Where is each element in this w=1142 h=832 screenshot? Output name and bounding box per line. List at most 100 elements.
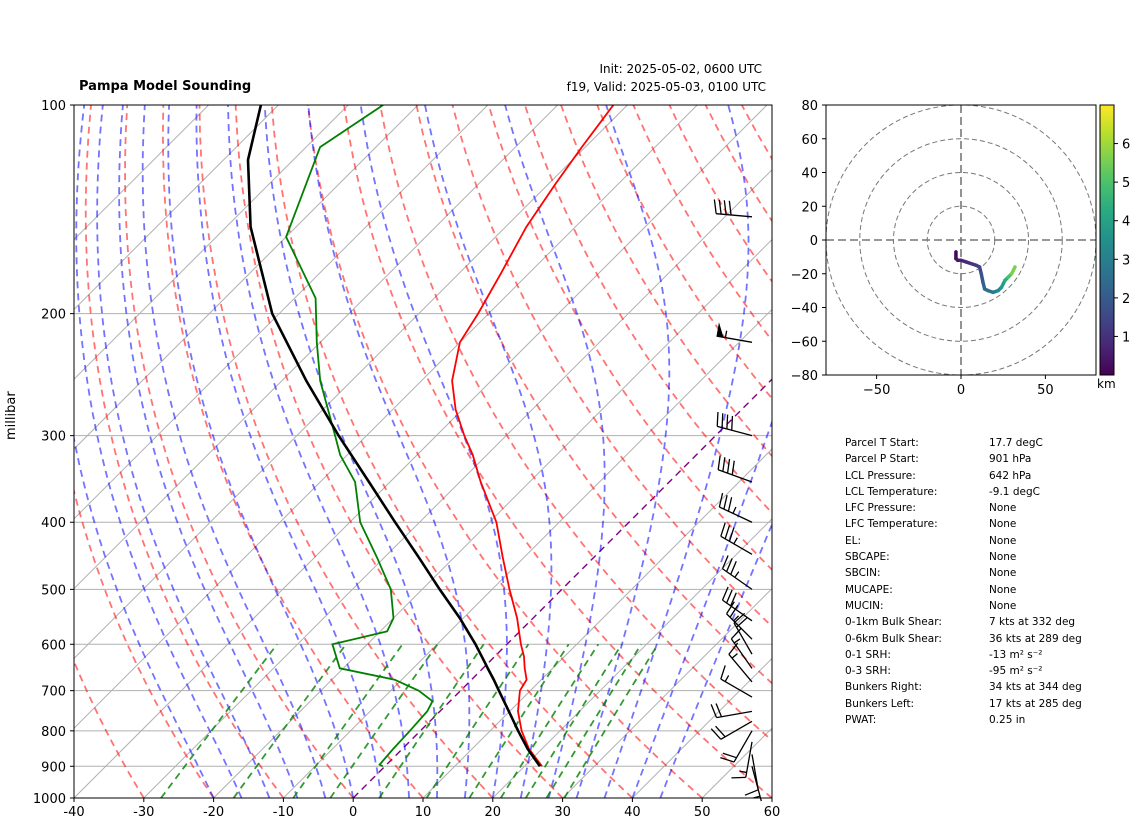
height-colorbar xyxy=(1099,104,1115,376)
mixing-ratio-line xyxy=(232,643,347,798)
wind-barb-flag xyxy=(716,411,719,427)
isotherm xyxy=(283,308,772,798)
parameter-value: -13 m² s⁻² xyxy=(989,648,1043,661)
wind-barb-flag xyxy=(726,458,731,474)
dry-adiabat xyxy=(560,105,772,458)
parameter-label: 0-1km Bulk Shear: xyxy=(845,616,942,629)
dewpoint-profile xyxy=(285,105,434,768)
mixing-ratio-line xyxy=(378,643,485,798)
parameter-label: LCL Temperature: xyxy=(845,485,938,498)
wind-barb-flag xyxy=(710,728,722,740)
mixing-ratio-line xyxy=(500,643,600,798)
wind-barb xyxy=(721,555,753,590)
hodograph-area xyxy=(826,105,1096,375)
wind-barb-half-flag xyxy=(733,615,740,622)
isotherm xyxy=(74,105,628,660)
wind-barb xyxy=(720,665,753,698)
wind-barb-pennant xyxy=(716,322,724,338)
wind-barb-flag xyxy=(721,413,724,428)
x-tick-label: 10 xyxy=(415,805,432,820)
dry-adiabat xyxy=(668,105,772,284)
isotherm xyxy=(74,105,489,520)
parameter-value: 36 kts at 289 deg xyxy=(989,632,1082,645)
parameter-label: 0-1 SRH: xyxy=(845,648,891,661)
isotherm xyxy=(74,105,209,241)
wind-barb-flag xyxy=(731,460,735,475)
wind-barb-flag xyxy=(710,704,718,718)
wind-barb-flag xyxy=(728,200,732,216)
wind-barb-shaft xyxy=(717,425,753,437)
x-tick-label: -20 xyxy=(203,805,224,820)
hodograph-x-tick-label: −50 xyxy=(863,383,890,398)
wind-barb-shaft xyxy=(720,720,753,740)
colorbar-tick-label: 4 xyxy=(1122,215,1130,230)
dry-adiabat xyxy=(307,105,703,798)
parameter-label: SBCAPE: xyxy=(845,551,890,564)
wind-barb-half-flag xyxy=(733,537,738,545)
wind-barb xyxy=(744,754,759,796)
dry-adiabat xyxy=(850,105,1142,798)
y-tick-label: 700 xyxy=(41,685,66,700)
colorbar-tick-label: 1 xyxy=(1122,330,1130,345)
valid-time-label: f19, Valid: 2025-05-03, 0100 UTC xyxy=(566,80,766,94)
parameter-label: MUCIN: xyxy=(845,599,884,612)
wind-barb xyxy=(725,601,753,640)
moist-adiabat xyxy=(75,105,243,798)
y-tick-label: 200 xyxy=(41,308,66,323)
isotherm xyxy=(632,657,772,798)
parameter-value: -9.1 degC xyxy=(989,485,1040,498)
mixing-ratio-line xyxy=(525,643,623,798)
colorbar-tick-label: 5 xyxy=(1122,176,1130,191)
chart-title: Pampa Model Sounding xyxy=(79,79,252,94)
wind-barb xyxy=(717,455,753,483)
parameter-value: -95 m² s⁻² xyxy=(989,665,1043,678)
temperature-profile xyxy=(451,105,615,767)
y-tick-label: 800 xyxy=(41,725,66,740)
parameter-value: 34 kts at 344 deg xyxy=(989,681,1082,694)
wind-barb-flag xyxy=(723,495,728,510)
wind-barb-half-flag xyxy=(724,675,730,682)
wind-barb-flag xyxy=(744,789,759,796)
wind-barb-flag xyxy=(715,703,723,718)
wind-barb-shaft xyxy=(720,535,753,555)
parameter-value: None xyxy=(989,567,1017,580)
parameter-value: None xyxy=(989,551,1017,564)
wind-barb-shaft xyxy=(716,335,753,343)
isotherm xyxy=(771,797,772,798)
parameter-label: Parcel T Start: xyxy=(845,437,919,449)
wind-barb-flag xyxy=(713,199,717,214)
wind-barb-flag xyxy=(731,415,734,431)
wind-barb-flag xyxy=(723,200,727,215)
init-time-label: Init: 2025-05-02, 0600 UTC xyxy=(599,62,762,76)
dry-adiabat xyxy=(198,105,494,798)
isotherm xyxy=(143,169,772,798)
y-tick-label: 100 xyxy=(41,99,66,114)
mixing-ratio-line xyxy=(160,643,278,798)
y-tick-label: 600 xyxy=(41,638,66,653)
dry-adiabat xyxy=(524,105,772,515)
x-tick-label: 60 xyxy=(764,805,781,820)
parameter-value: None xyxy=(989,583,1017,596)
x-tick-label: -10 xyxy=(273,805,294,820)
hodograph-y-tick-label: −40 xyxy=(791,302,818,317)
parameter-label: LCL Pressure: xyxy=(845,469,916,482)
x-tick-label: -40 xyxy=(63,805,84,820)
wind-barb-shaft xyxy=(726,613,753,640)
colorbar-tick-label: 6 xyxy=(1122,138,1130,153)
parameter-label: MUCAPE: xyxy=(845,583,893,596)
wind-barb-flag xyxy=(717,455,721,470)
wind-barb xyxy=(716,411,753,437)
moist-adiabat xyxy=(96,105,271,798)
wind-barb-shaft xyxy=(722,568,753,590)
wind-barb xyxy=(716,322,753,343)
isotherm xyxy=(74,105,768,798)
wind-barb-flag xyxy=(718,492,724,508)
parameter-label: LFC Temperature: xyxy=(845,518,938,531)
parameter-label: Bunkers Left: xyxy=(845,697,915,710)
moist-adiabat xyxy=(74,434,215,798)
mixing-ratio-line xyxy=(563,643,659,798)
mixing-ratio-line xyxy=(329,643,439,798)
moist-adiabat xyxy=(141,105,327,798)
wind-barb-flag xyxy=(722,752,737,759)
wind-barb-half-flag xyxy=(734,571,740,578)
